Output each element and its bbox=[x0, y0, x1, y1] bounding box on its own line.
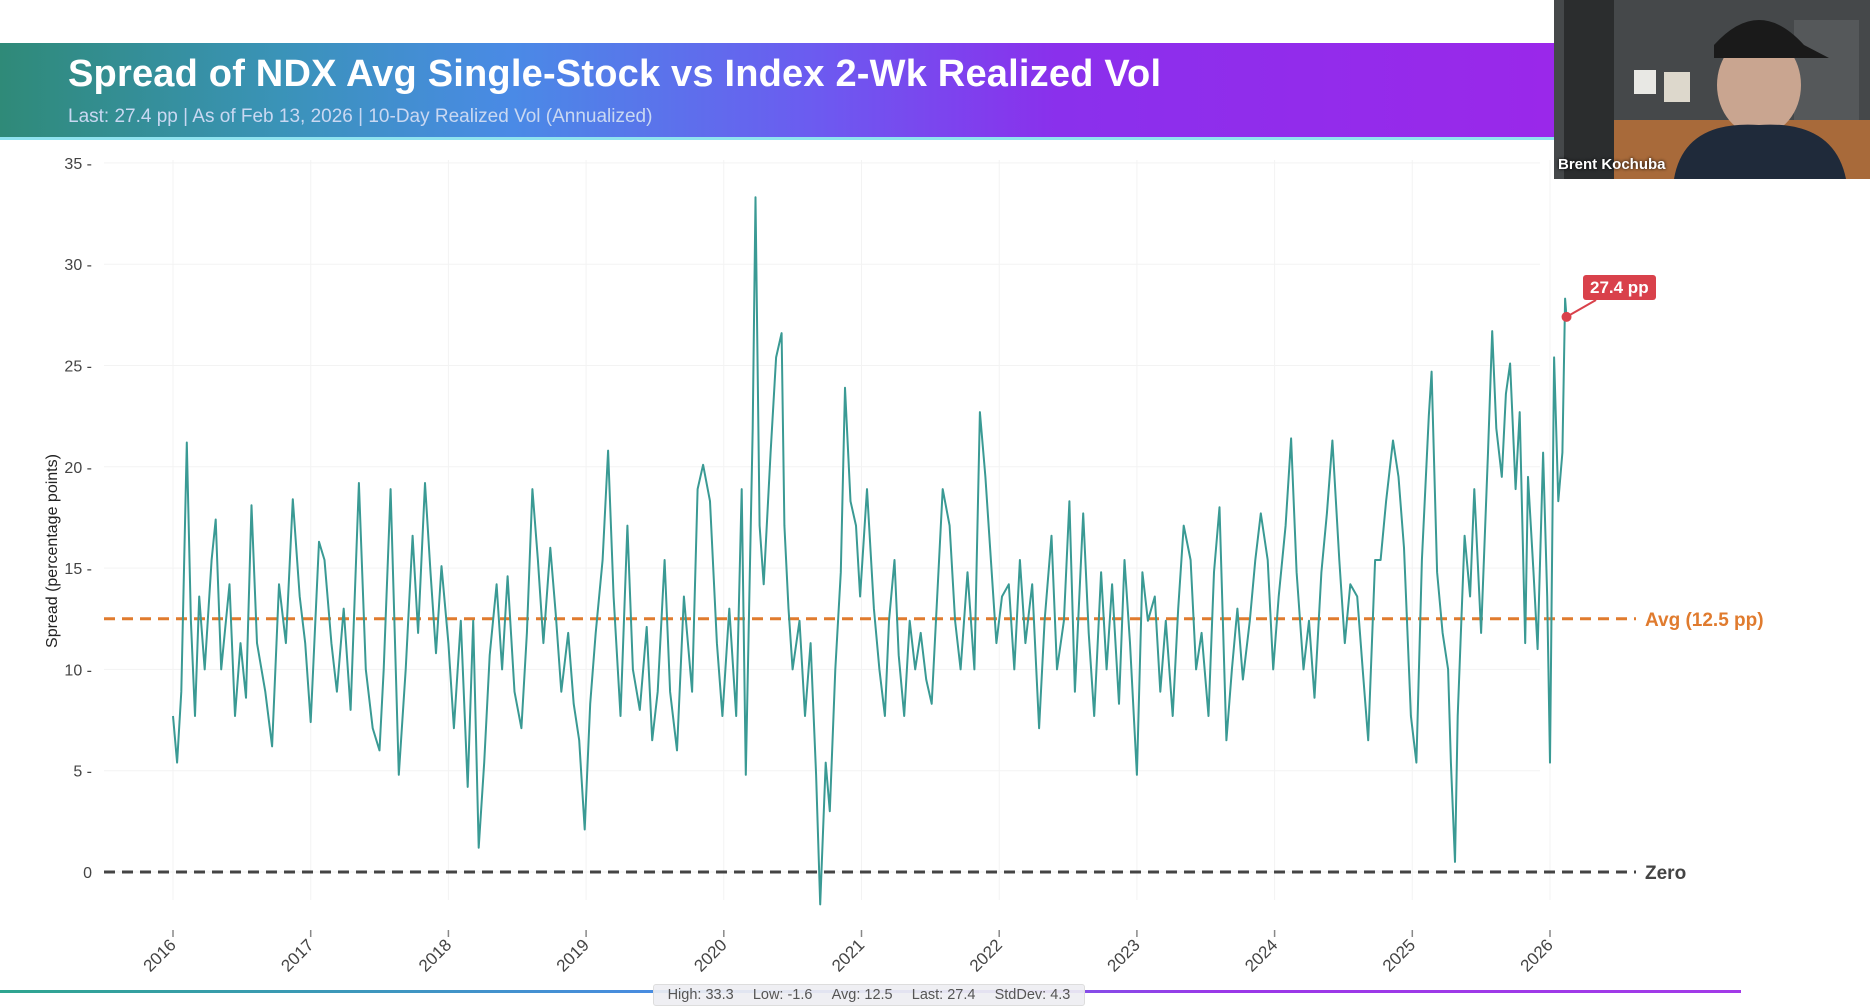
series-line bbox=[172, 196, 1568, 906]
stat-last: Last: 27.4 bbox=[911, 987, 976, 1003]
y-tick-label: 25 - bbox=[64, 359, 92, 376]
webcam-person-image bbox=[1554, 0, 1870, 179]
last-value-badge: 27.4 pp bbox=[1583, 275, 1656, 300]
stats-box: High: 33.3 Low: -1.6 Avg: 12.5 Last: 27.… bbox=[653, 984, 1085, 1006]
reference-line-label: Zero bbox=[1645, 863, 1686, 884]
stat-low: Low: -1.6 bbox=[752, 987, 813, 1003]
x-tick-label: 2021 bbox=[828, 935, 868, 975]
last-value-marker bbox=[1561, 311, 1572, 322]
y-tick-label: 0 bbox=[83, 865, 92, 882]
chart-title: Spread of NDX Avg Single-Stock vs Index … bbox=[68, 53, 1162, 95]
stat-high: High: 33.3 bbox=[667, 987, 734, 1003]
title-banner: Spread of NDX Avg Single-Stock vs Index … bbox=[0, 43, 1554, 137]
y-tick-label: 5 - bbox=[73, 764, 92, 781]
grid bbox=[104, 160, 1551, 900]
x-tick-label: 2020 bbox=[690, 935, 730, 975]
stat-avg: Avg: 12.5 bbox=[831, 987, 893, 1003]
x-tick-label: 2017 bbox=[277, 935, 317, 975]
webcam-video: Brent Kochuba bbox=[1554, 0, 1870, 179]
x-tick-label: 2016 bbox=[140, 935, 180, 975]
reference-line-label: Avg (12.5 pp) bbox=[1645, 610, 1764, 631]
chart-subtitle: Last: 27.4 pp | As of Feb 13, 2026 | 10-… bbox=[68, 106, 653, 127]
y-tick-label: 15 - bbox=[64, 561, 92, 578]
reference-lines: Avg (12.5 pp) Zero bbox=[104, 610, 1764, 884]
y-tick-label: 10 - bbox=[64, 662, 92, 679]
annotation-leader bbox=[1566, 299, 1597, 318]
x-tick-label: 2025 bbox=[1379, 935, 1419, 975]
x-tick-label: 2026 bbox=[1517, 935, 1557, 975]
y-tick-label: 30 - bbox=[64, 257, 92, 274]
x-tick-label: 2018 bbox=[415, 935, 455, 975]
y-axis: 0 5 - 10 - 15 - 20 - 25 - 30 - 35 - bbox=[64, 156, 92, 882]
stat-stddev: StdDev: 4.3 bbox=[994, 987, 1071, 1003]
y-tick-label: 20 - bbox=[64, 460, 92, 477]
participant-name: Brent Kochuba bbox=[1558, 156, 1666, 173]
y-axis-label: Spread (percentage points) bbox=[44, 454, 61, 648]
x-tick-label: 2019 bbox=[553, 935, 593, 975]
y-tick-label: 35 - bbox=[64, 156, 92, 173]
x-tick-label: 2023 bbox=[1104, 935, 1144, 975]
x-tick-label: 2024 bbox=[1241, 935, 1281, 975]
x-tick-label: 2022 bbox=[966, 935, 1006, 975]
x-axis: 2016 2017 2018 2019 2020 2021 2022 2023 2024 2025… bbox=[140, 930, 1557, 976]
